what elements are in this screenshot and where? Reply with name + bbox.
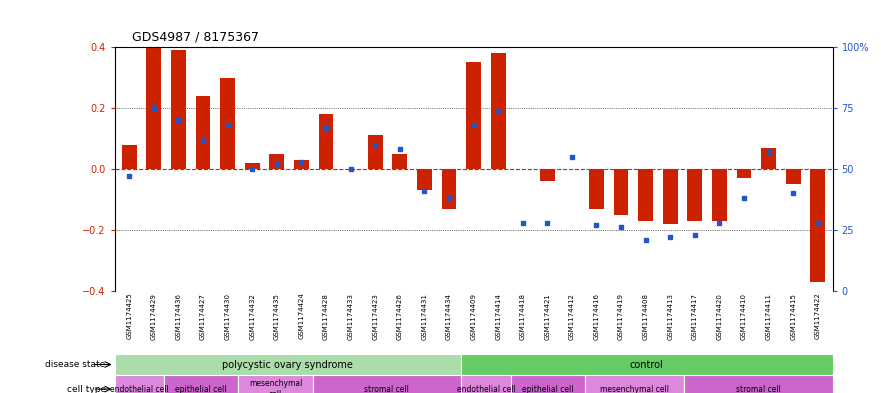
Text: GSM1174420: GSM1174420 <box>716 293 722 340</box>
Bar <box>712 169 727 221</box>
Text: endothelial cell: endothelial cell <box>456 385 515 393</box>
Text: GSM1174430: GSM1174430 <box>225 293 231 340</box>
Bar <box>761 148 776 169</box>
Text: GSM1174432: GSM1174432 <box>249 293 255 340</box>
Text: mesenchymal
cell: mesenchymal cell <box>248 379 302 393</box>
Bar <box>687 169 702 221</box>
Text: GSM1174436: GSM1174436 <box>175 293 181 340</box>
Bar <box>392 154 407 169</box>
Text: GSM1174419: GSM1174419 <box>618 293 624 340</box>
Bar <box>294 160 308 169</box>
Bar <box>245 163 260 169</box>
Text: GSM1174429: GSM1174429 <box>151 293 157 340</box>
Bar <box>239 375 313 393</box>
Text: endothelial cell: endothelial cell <box>110 385 168 393</box>
Text: GSM1174418: GSM1174418 <box>520 293 526 340</box>
Bar <box>585 375 684 393</box>
Text: control: control <box>630 360 663 369</box>
Bar <box>122 145 137 169</box>
Text: GSM1174435: GSM1174435 <box>274 293 280 340</box>
Text: GSM1174425: GSM1174425 <box>126 293 132 340</box>
Bar <box>313 375 461 393</box>
Text: GSM1174422: GSM1174422 <box>815 293 821 340</box>
Bar <box>196 96 211 169</box>
Text: GSM1174431: GSM1174431 <box>421 293 427 340</box>
Bar <box>319 114 333 169</box>
Text: disease state: disease state <box>46 360 106 369</box>
Bar <box>663 169 677 224</box>
Bar <box>461 354 833 375</box>
Bar <box>146 47 161 169</box>
Text: GSM1174428: GSM1174428 <box>323 293 329 340</box>
Bar <box>367 136 382 169</box>
Bar <box>466 62 481 169</box>
Text: GSM1174417: GSM1174417 <box>692 293 698 340</box>
Bar <box>684 375 833 393</box>
Text: stromal cell: stromal cell <box>736 385 781 393</box>
Text: GSM1174412: GSM1174412 <box>569 293 575 340</box>
Text: epithelial cell: epithelial cell <box>175 385 227 393</box>
Text: GSM1174434: GSM1174434 <box>446 293 452 340</box>
Text: GSM1174433: GSM1174433 <box>348 293 353 340</box>
Bar <box>540 169 555 181</box>
Bar <box>164 375 239 393</box>
Bar <box>589 169 603 209</box>
Bar <box>737 169 751 178</box>
Bar <box>441 169 456 209</box>
Text: GSM1174413: GSM1174413 <box>667 293 673 340</box>
Text: GSM1174414: GSM1174414 <box>495 293 501 340</box>
Bar <box>115 375 164 393</box>
Text: GSM1174411: GSM1174411 <box>766 293 772 340</box>
Text: GSM1174424: GSM1174424 <box>299 293 305 340</box>
Bar <box>461 375 511 393</box>
Bar <box>115 354 461 375</box>
Text: cell type: cell type <box>67 385 106 393</box>
Text: mesenchymal cell: mesenchymal cell <box>600 385 669 393</box>
Text: GSM1174416: GSM1174416 <box>594 293 599 340</box>
Bar <box>786 169 801 184</box>
Bar <box>511 375 585 393</box>
Bar <box>417 169 432 190</box>
Text: GSM1174421: GSM1174421 <box>544 293 551 340</box>
Text: GSM1174426: GSM1174426 <box>396 293 403 340</box>
Bar <box>811 169 825 282</box>
Text: GSM1174409: GSM1174409 <box>470 293 477 340</box>
Bar <box>220 77 235 169</box>
Bar <box>491 53 506 169</box>
Text: polycystic ovary syndrome: polycystic ovary syndrome <box>222 360 353 369</box>
Text: GSM1174423: GSM1174423 <box>372 293 378 340</box>
Text: GSM1174410: GSM1174410 <box>741 293 747 340</box>
Text: GSM1174408: GSM1174408 <box>642 293 648 340</box>
Text: epithelial cell: epithelial cell <box>522 385 574 393</box>
Text: GDS4987 / 8175367: GDS4987 / 8175367 <box>132 30 259 43</box>
Bar <box>171 50 186 169</box>
Text: GSM1174415: GSM1174415 <box>790 293 796 340</box>
Bar <box>614 169 628 215</box>
Text: stromal cell: stromal cell <box>365 385 410 393</box>
Bar <box>639 169 653 221</box>
Text: GSM1174427: GSM1174427 <box>200 293 206 340</box>
Bar <box>270 154 285 169</box>
